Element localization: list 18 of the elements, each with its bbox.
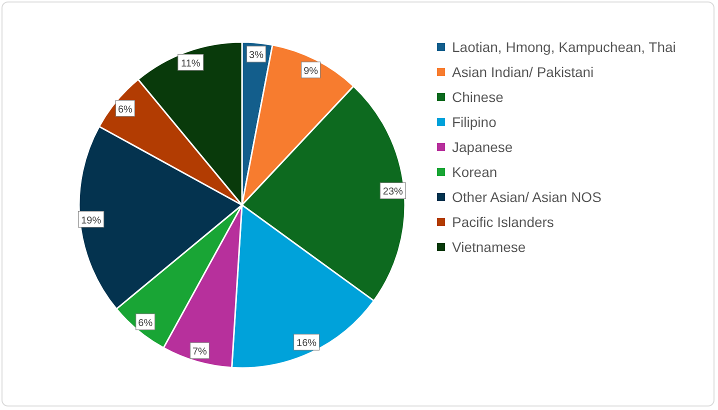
data-label: 3%: [249, 50, 264, 62]
legend-label: Other Asian/ Asian NOS: [452, 189, 602, 205]
legend-label: Korean: [452, 164, 498, 180]
data-label: 9%: [304, 66, 318, 77]
legend-label: Chinese: [452, 89, 504, 105]
data-label: 19%: [81, 215, 102, 226]
legend-label: Laotian, Hmong, Kampuchean, Thai: [452, 39, 676, 55]
data-label: 7%: [192, 346, 208, 358]
legend-label: Filipino: [452, 114, 497, 130]
data-label: 23%: [382, 186, 404, 198]
legend-label: Japanese: [452, 139, 513, 155]
data-label: 6%: [118, 104, 133, 116]
data-label: 16%: [296, 338, 317, 350]
legend-label: Asian Indian/ Pakistani: [452, 64, 594, 80]
data-label: 11%: [181, 58, 200, 70]
legend-label: Pacific Islanders: [452, 214, 554, 230]
data-label: 6%: [138, 318, 153, 329]
legend-label: Vietnamese: [452, 239, 526, 255]
